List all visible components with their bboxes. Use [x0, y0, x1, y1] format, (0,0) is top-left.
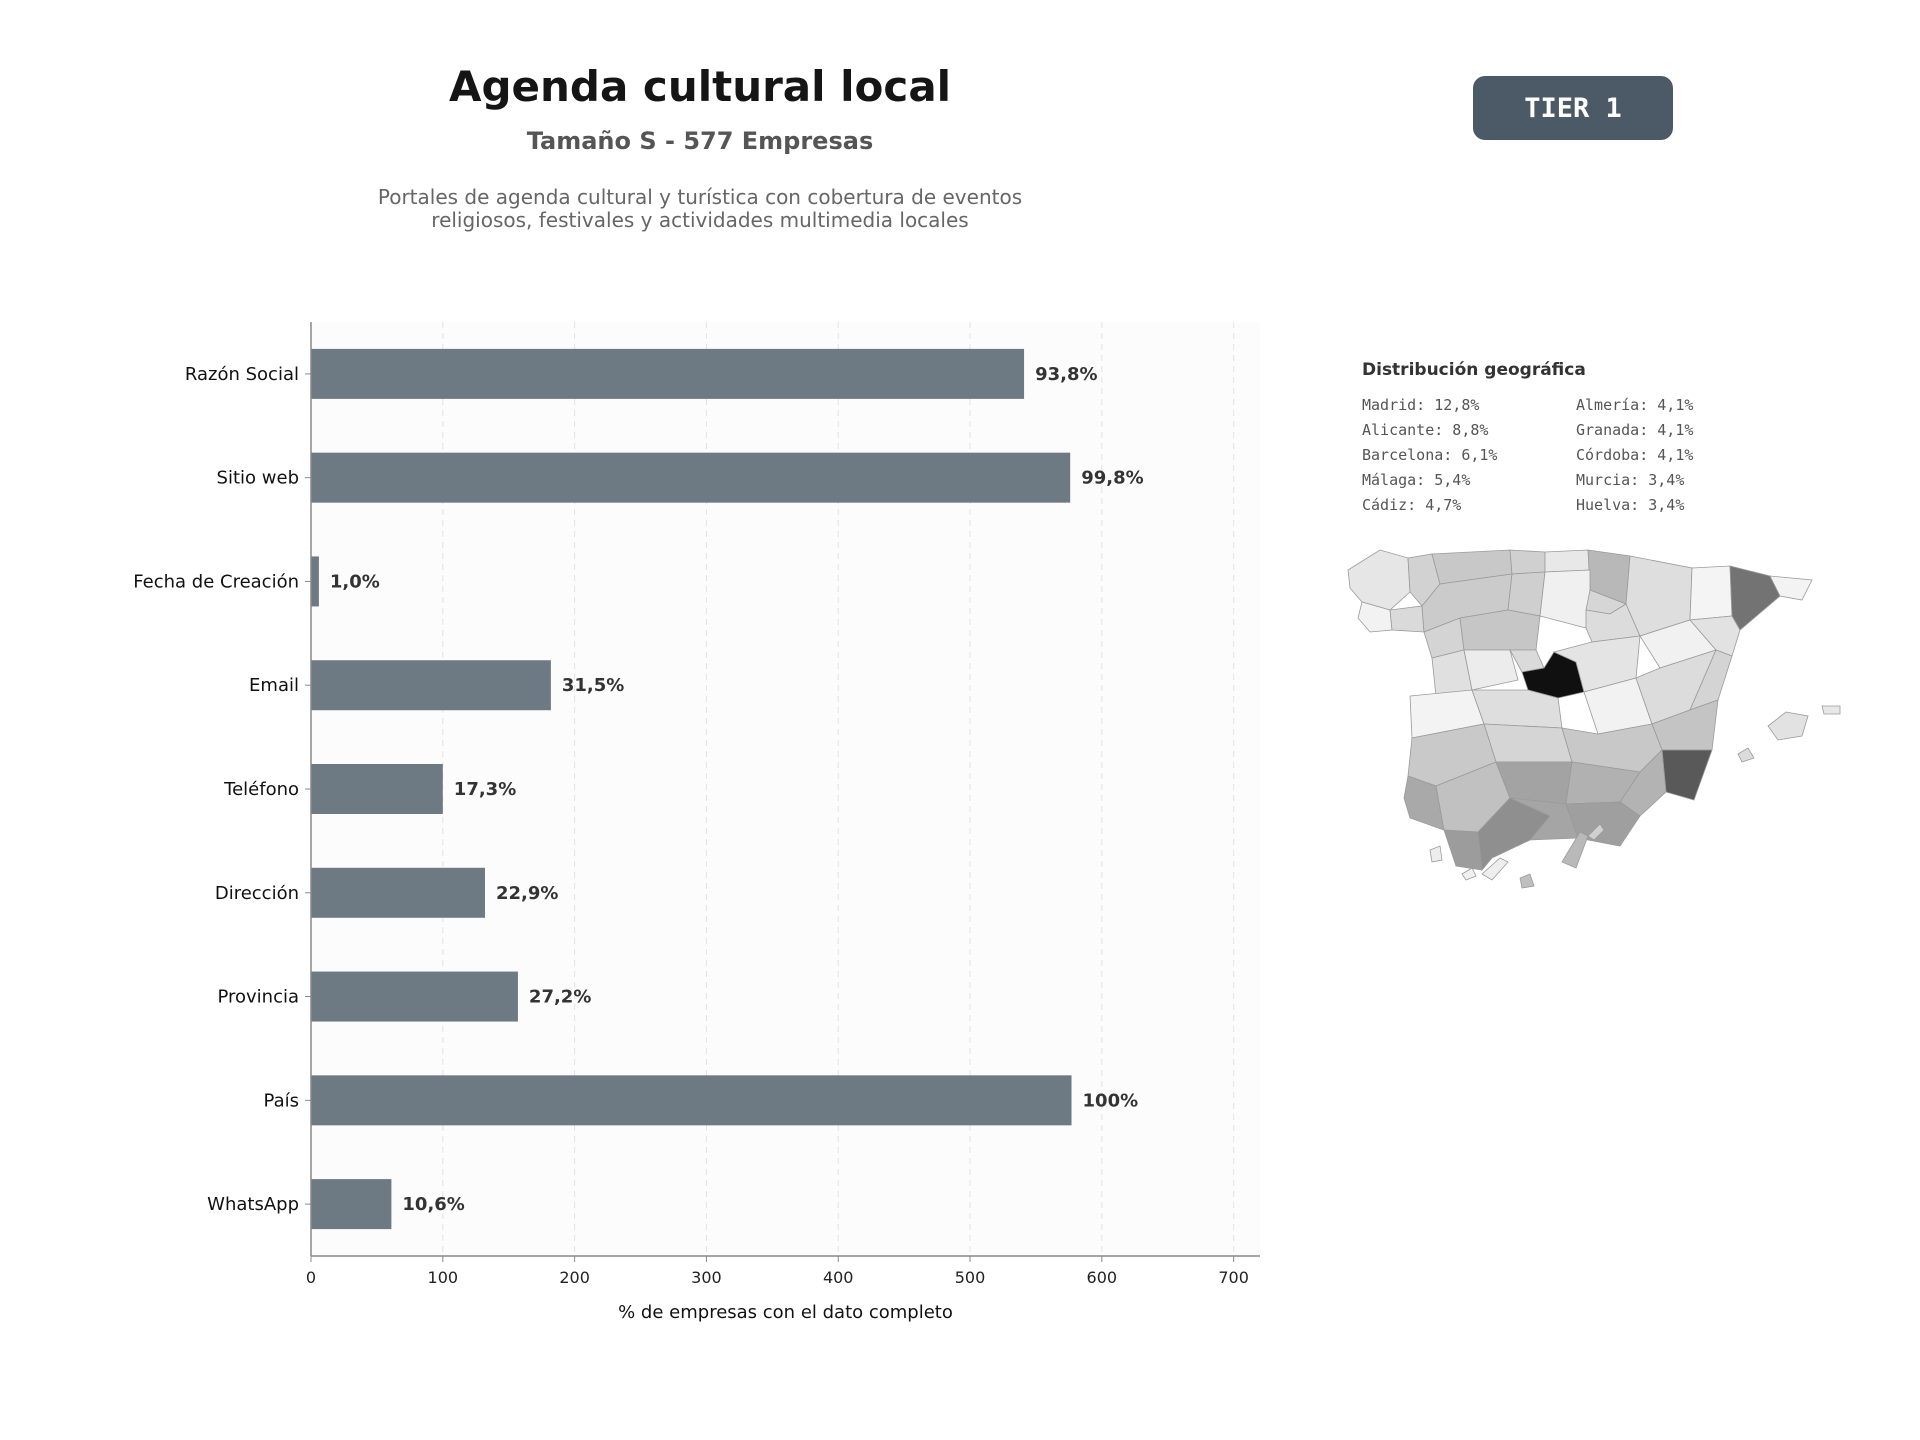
data-label: 93,8% — [1035, 364, 1097, 385]
page-subtitle: Tamaño S - 577 Empresas — [526, 127, 874, 155]
region-pais-vasco — [1544, 549, 1591, 573]
data-label: 31,5% — [562, 675, 624, 696]
category-label: Sitio web — [217, 468, 299, 489]
x-tick-label: 500 — [955, 1268, 986, 1287]
region-menorca — [1821, 705, 1841, 715]
description-line: religiosos, festivales y actividades mul… — [431, 208, 969, 232]
bar — [311, 971, 518, 1022]
bar — [311, 867, 485, 918]
region-canarias-tenerife — [1481, 857, 1509, 881]
geo-list: Madrid: 12,8% Almería: 4,1% Alicante: 8,… — [1362, 396, 1882, 514]
page-description: Portales de agenda cultural y turística … — [0, 186, 1400, 232]
region-barcelona — [1729, 565, 1781, 631]
bar-chart: 0 100 200 300 400 500 600 700 Razón Social 93,8% S… — [133, 322, 1260, 1323]
page-title: Agenda cultural local — [448, 62, 952, 111]
x-tick-label: 700 — [1218, 1268, 1249, 1287]
region-girona — [1769, 575, 1813, 601]
x-tick-label: 200 — [559, 1268, 590, 1287]
category-label: Dirección — [215, 883, 299, 904]
geo-item: Alicante: 8,8% — [1362, 421, 1489, 439]
geo-item: Madrid: 12,8% — [1362, 396, 1480, 414]
region-canarias-gc — [1519, 873, 1535, 889]
x-tick-label: 100 — [428, 1268, 459, 1287]
region-toledo — [1471, 689, 1563, 729]
geo-item: Murcia: 3,4% — [1576, 471, 1685, 489]
data-label: 27,2% — [529, 987, 591, 1008]
description-line: Portales de agenda cultural y turística … — [377, 185, 1023, 209]
bar — [311, 1179, 392, 1230]
data-label: 17,3% — [454, 779, 516, 800]
category-label: Razón Social — [185, 364, 299, 385]
x-tick-label: 400 — [823, 1268, 854, 1287]
bar — [311, 452, 1071, 503]
region-galicia-west — [1347, 549, 1411, 611]
x-axis-label: % de empresas con el dato completo — [618, 1302, 953, 1323]
region-cadiz — [1443, 829, 1483, 871]
x-tick-label: 600 — [1087, 1268, 1118, 1287]
bar — [311, 556, 319, 607]
region-mallorca — [1767, 711, 1809, 741]
data-label: 99,8% — [1081, 468, 1143, 489]
region-lleida — [1689, 565, 1733, 621]
region-alicante — [1661, 749, 1713, 801]
region-burgos — [1539, 569, 1591, 629]
category-label: Provincia — [217, 987, 299, 1008]
header: Agenda cultural local Tamaño S - 577 Emp… — [0, 0, 1400, 260]
region-pontevedra — [1357, 601, 1393, 633]
category-label: Email — [249, 675, 299, 696]
data-label: 22,9% — [496, 883, 558, 904]
bar — [311, 764, 443, 814]
geo-distribution-panel: Distribución geográfica Madrid: 12,8% Al… — [1362, 360, 1882, 514]
bar — [311, 1075, 1072, 1126]
region-ourense — [1389, 605, 1425, 633]
region-cantabria — [1509, 549, 1546, 575]
category-label: WhatsApp — [207, 1194, 299, 1215]
geo-item: Cádiz: 4,7% — [1362, 496, 1462, 514]
category-label: País — [264, 1090, 299, 1111]
category-label: Fecha de Creación — [133, 571, 299, 592]
geo-item: Huelva: 3,4% — [1576, 496, 1685, 514]
geo-item: Almería: 4,1% — [1576, 396, 1694, 414]
x-tick-label: 300 — [691, 1268, 722, 1287]
data-label: 100% — [1083, 1090, 1139, 1111]
geo-title: Distribución geográfica — [1362, 360, 1586, 380]
region-granada — [1509, 797, 1579, 841]
region-ciudad-real — [1483, 723, 1573, 763]
geo-item: Málaga: 5,4% — [1362, 471, 1471, 489]
region-ibiza — [1737, 747, 1755, 763]
category-label: Teléfono — [223, 779, 299, 800]
data-label: 10,6% — [402, 1194, 464, 1215]
data-label: 1,0% — [330, 571, 380, 592]
bar — [311, 660, 551, 711]
tier-badge: TIER 1 — [1473, 76, 1673, 140]
region-lanzarote — [1587, 823, 1605, 841]
region-avila — [1463, 649, 1519, 691]
region-canarias-mid — [1461, 867, 1477, 881]
bar — [311, 348, 1025, 399]
region-palencia — [1507, 571, 1546, 617]
region-canarias-west — [1429, 845, 1443, 863]
geo-item: Barcelona: 6,1% — [1362, 446, 1498, 464]
region-valladolid — [1459, 609, 1541, 651]
geo-item: Granada: 4,1% — [1576, 421, 1694, 439]
spain-map — [1347, 549, 1841, 889]
geo-item: Córdoba: 4,1% — [1576, 446, 1694, 464]
region-huelva — [1403, 775, 1445, 831]
x-tick-label: 0 — [306, 1268, 316, 1287]
